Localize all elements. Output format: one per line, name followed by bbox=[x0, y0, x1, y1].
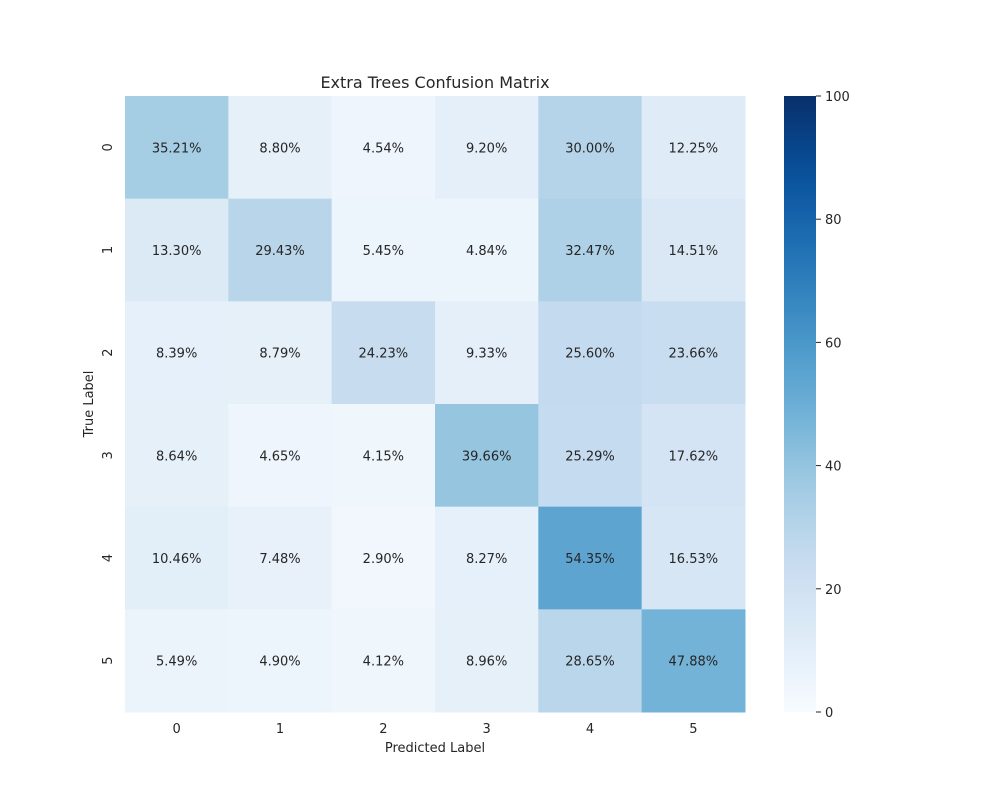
colorbar-tick-label: 20 bbox=[825, 583, 842, 598]
heatmap-cell bbox=[125, 301, 229, 405]
heatmap-cell bbox=[331, 609, 436, 713]
heatmap-cell bbox=[641, 609, 746, 713]
cell-value-label: 25.29% bbox=[565, 449, 615, 464]
heatmap-cell bbox=[125, 198, 229, 302]
colorbar-tick-label: 80 bbox=[825, 213, 842, 228]
heatmap-cell bbox=[331, 404, 436, 508]
heatmap-cell bbox=[538, 404, 643, 508]
heatmap-cell bbox=[228, 609, 333, 713]
colorbar bbox=[784, 96, 816, 712]
x-axis-ticks: 0 1 2 3 4 5 bbox=[173, 722, 698, 737]
heatmap-cell bbox=[228, 506, 333, 610]
heatmap-cell bbox=[435, 404, 539, 508]
cell-value-label: 32.47% bbox=[565, 244, 615, 259]
heatmap-cell bbox=[125, 609, 229, 713]
cell-value-label: 4.65% bbox=[259, 449, 300, 464]
heatmap-cell bbox=[538, 198, 643, 302]
heatmap-cell bbox=[228, 301, 333, 405]
cell-value-label: 8.39% bbox=[156, 347, 197, 362]
chart-title: Extra Trees Confusion Matrix bbox=[320, 73, 549, 92]
heatmap-cell bbox=[331, 96, 436, 200]
heatmap-cells: 35.21% 8.80% 4.54% 9.20% 30.00% 12.25% 13.30% 2… bbox=[125, 96, 746, 713]
heatmap-cell bbox=[641, 198, 746, 302]
cell-value-label: 5.49% bbox=[156, 655, 197, 670]
cell-value-label: 8.27% bbox=[466, 552, 507, 567]
heatmap-cell bbox=[331, 301, 436, 405]
y-tick-label: 5 bbox=[101, 657, 116, 665]
heatmap-cell bbox=[435, 506, 539, 610]
cell-value-label: 9.33% bbox=[466, 347, 507, 362]
cell-value-label: 13.30% bbox=[152, 244, 202, 259]
x-tick-label: 5 bbox=[689, 722, 697, 737]
cell-value-label: 12.25% bbox=[669, 141, 719, 156]
cell-value-label: 30.00% bbox=[565, 141, 615, 156]
cell-value-label: 28.65% bbox=[565, 655, 615, 670]
cell-value-label: 4.12% bbox=[363, 655, 404, 670]
cell-value-label: 4.15% bbox=[363, 449, 404, 464]
cell-value-label: 5.45% bbox=[363, 244, 404, 259]
y-tick-label: 2 bbox=[101, 349, 116, 357]
colorbar-tick-label: 60 bbox=[825, 336, 842, 351]
cell-value-label: 39.66% bbox=[462, 449, 512, 464]
y-tick-label: 4 bbox=[101, 554, 116, 562]
colorbar-tick-label: 40 bbox=[825, 460, 842, 475]
cell-value-label: 8.80% bbox=[259, 141, 300, 156]
heatmap-cell bbox=[331, 198, 436, 302]
colorbar-tick-label: 100 bbox=[825, 90, 850, 105]
heatmap-cell bbox=[435, 198, 539, 302]
cell-value-label: 47.88% bbox=[669, 655, 719, 670]
cell-value-label: 24.23% bbox=[359, 347, 409, 362]
heatmap-cell bbox=[538, 609, 643, 713]
heatmap-cell bbox=[125, 96, 229, 200]
cell-value-label: 7.48% bbox=[259, 552, 300, 567]
heatmap-cell bbox=[228, 404, 333, 508]
cell-value-label: 17.62% bbox=[669, 449, 719, 464]
heatmap-cell bbox=[435, 301, 539, 405]
x-tick-label: 0 bbox=[173, 722, 181, 737]
cell-value-label: 4.90% bbox=[259, 655, 300, 670]
cell-value-label: 4.54% bbox=[363, 141, 404, 156]
heatmap-cell bbox=[435, 96, 539, 200]
heatmap-cell bbox=[125, 506, 229, 610]
heatmap-cell bbox=[331, 506, 436, 610]
cell-value-label: 35.21% bbox=[152, 141, 202, 156]
cell-value-label: 54.35% bbox=[565, 552, 615, 567]
cell-value-label: 23.66% bbox=[669, 347, 719, 362]
cell-value-label: 29.43% bbox=[255, 244, 305, 259]
cell-value-label: 8.79% bbox=[259, 347, 300, 362]
heatmap-cell bbox=[641, 506, 746, 610]
cell-value-label: 16.53% bbox=[669, 552, 719, 567]
cell-value-label: 8.96% bbox=[466, 655, 507, 670]
cell-value-label: 4.84% bbox=[466, 244, 507, 259]
colorbar-ticks: 0 20 40 60 80 100 bbox=[816, 90, 850, 721]
cell-value-label: 10.46% bbox=[152, 552, 202, 567]
y-tick-label: 0 bbox=[101, 143, 116, 151]
x-tick-label: 1 bbox=[276, 722, 284, 737]
y-axis-ticks: 0 1 2 3 4 5 bbox=[101, 143, 116, 665]
heatmap-cell bbox=[125, 404, 229, 508]
cell-value-label: 14.51% bbox=[669, 244, 719, 259]
colorbar-tick-label: 0 bbox=[825, 706, 833, 721]
y-axis-label: True Label bbox=[82, 371, 97, 439]
x-axis-label: Predicted Label bbox=[385, 741, 485, 756]
heatmap-cell bbox=[228, 198, 333, 302]
heatmap-cell bbox=[641, 404, 746, 508]
cell-value-label: 25.60% bbox=[565, 347, 615, 362]
cell-value-label: 8.64% bbox=[156, 449, 197, 464]
x-tick-label: 4 bbox=[586, 722, 594, 737]
heatmap-cell bbox=[538, 506, 643, 610]
x-tick-label: 2 bbox=[379, 722, 387, 737]
cell-value-label: 2.90% bbox=[363, 552, 404, 567]
heatmap-cell bbox=[641, 301, 746, 405]
heatmap-cell bbox=[538, 96, 643, 200]
heatmap-cell bbox=[641, 96, 746, 200]
x-tick-label: 3 bbox=[483, 722, 491, 737]
heatmap-cell bbox=[228, 96, 333, 200]
y-tick-label: 3 bbox=[101, 451, 116, 459]
heatmap-cell bbox=[435, 609, 539, 713]
y-tick-label: 1 bbox=[101, 246, 116, 254]
heatmap-cell bbox=[538, 301, 643, 405]
cell-value-label: 9.20% bbox=[466, 141, 507, 156]
